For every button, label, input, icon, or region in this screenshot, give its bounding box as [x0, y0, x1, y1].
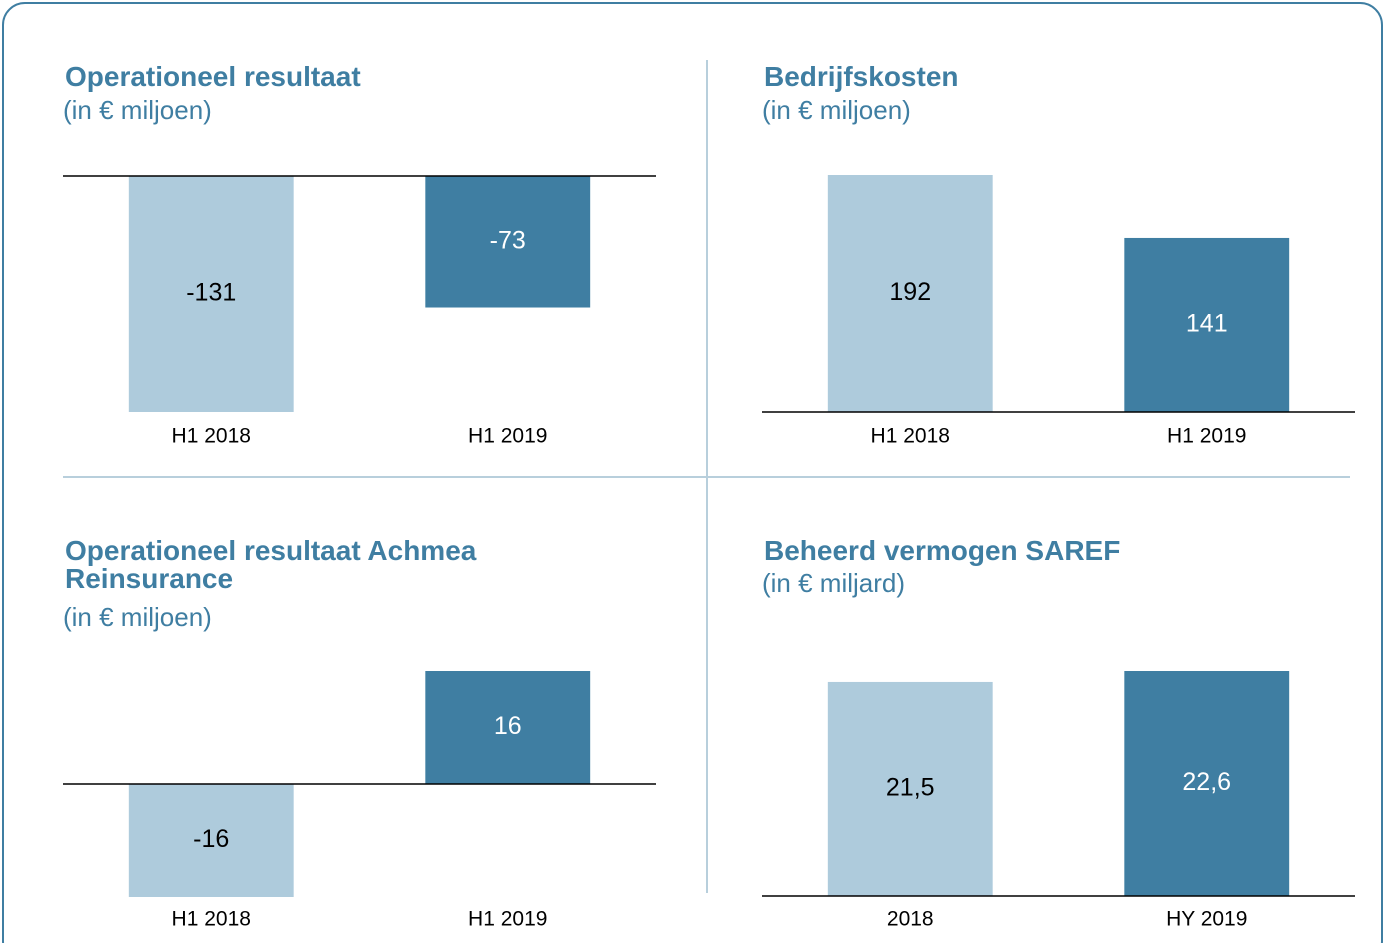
x-tick-label: H1 2018	[172, 425, 251, 448]
x-tick-label: H1 2018	[172, 908, 251, 931]
bar	[827, 175, 993, 412]
bar	[425, 176, 591, 308]
data-label: -16	[193, 825, 229, 853]
data-label: 192	[889, 278, 931, 306]
chart-subtitle: (in € miljard)	[762, 568, 906, 598]
data-label: 141	[1186, 310, 1228, 338]
bar	[1124, 671, 1290, 896]
x-tick-label: H1 2019	[1167, 425, 1246, 448]
bar	[128, 784, 294, 897]
x-tick-label: H1 2018	[871, 425, 950, 448]
chart-subtitle: (in € miljoen)	[63, 95, 212, 125]
data-label: 16	[494, 712, 522, 740]
chart-subtitle: (in € miljoen)	[762, 95, 911, 125]
x-tick-label: HY 2019	[1166, 908, 1247, 931]
data-label: 21,5	[886, 774, 935, 802]
chart-title: Beheerd vermogen SAREF	[764, 535, 1121, 566]
data-label: -73	[490, 226, 526, 254]
chart-title: Operationeel resultaat Achmea Reinsuranc…	[65, 535, 477, 594]
chart-title: Operationeel resultaat	[65, 61, 361, 92]
x-tick-label: H1 2019	[468, 908, 547, 931]
data-label: 22,6	[1182, 768, 1231, 796]
bar	[425, 671, 591, 784]
chart-subtitle: (in € miljoen)	[63, 602, 212, 632]
bar	[128, 176, 294, 412]
bar	[1124, 237, 1290, 412]
bar	[827, 681, 993, 896]
x-tick-label: 2018	[887, 908, 934, 931]
x-tick-label: H1 2019	[468, 425, 547, 448]
chart-title: Bedrijfskosten	[764, 61, 959, 92]
data-label: -131	[186, 279, 236, 307]
